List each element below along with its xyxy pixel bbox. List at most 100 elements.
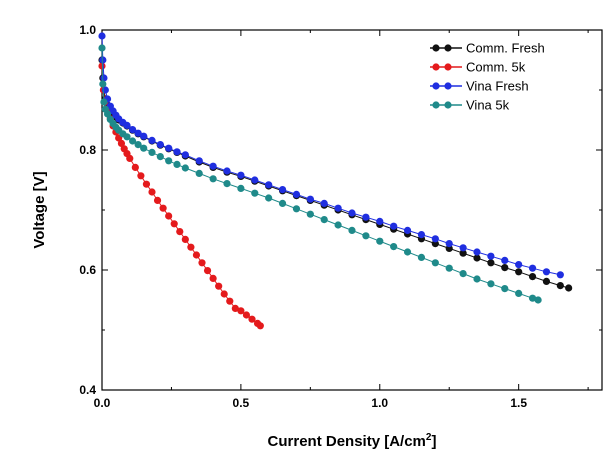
data-point	[195, 157, 203, 165]
data-point	[165, 144, 173, 152]
data-point	[131, 163, 139, 171]
data-point	[403, 248, 412, 256]
x-tick-label: 1.5	[510, 396, 527, 410]
legend-marker	[444, 44, 452, 52]
data-point	[515, 289, 523, 297]
data-point	[173, 148, 181, 156]
data-point	[251, 176, 259, 184]
data-point	[278, 186, 287, 194]
data-point	[515, 268, 523, 276]
data-point	[100, 74, 108, 82]
data-point	[156, 153, 164, 161]
data-point	[487, 280, 495, 288]
data-point	[187, 243, 195, 251]
legend-label: Comm. Fresh	[466, 41, 545, 56]
series-line	[101, 59, 569, 289]
data-point	[501, 264, 509, 272]
data-point	[117, 139, 126, 147]
data-point	[556, 271, 564, 279]
data-point	[165, 157, 173, 165]
data-point	[403, 226, 412, 234]
data-point	[103, 110, 112, 118]
data-point	[148, 136, 156, 144]
data-point	[473, 275, 481, 283]
x-tick-label: 1.0	[371, 396, 388, 410]
data-point	[195, 169, 203, 177]
data-point	[431, 259, 439, 267]
data-point	[487, 259, 495, 267]
data-point	[501, 256, 509, 264]
data-point	[237, 171, 245, 179]
data-point	[148, 148, 156, 156]
data-point	[431, 235, 439, 243]
data-point	[181, 235, 189, 243]
data-point	[265, 194, 273, 202]
data-point	[278, 199, 287, 207]
data-point	[203, 267, 212, 275]
data-point	[334, 221, 342, 229]
data-point	[265, 181, 273, 189]
data-point	[173, 160, 181, 168]
data-point	[128, 126, 137, 134]
data-point	[306, 210, 314, 218]
data-point	[528, 273, 537, 281]
legend-item: Comm. Fresh	[430, 41, 545, 56]
data-point	[165, 212, 173, 220]
data-point	[170, 220, 178, 228]
data-point	[362, 213, 370, 221]
data-point	[215, 282, 223, 290]
legend-item: Vina Fresh	[430, 79, 529, 94]
data-point	[223, 180, 231, 188]
data-point	[473, 248, 481, 256]
data-point	[134, 141, 142, 149]
x-axis-label: Current Density [A/cm2]	[268, 432, 437, 450]
data-point	[140, 144, 148, 152]
data-point	[98, 44, 106, 52]
data-point	[256, 322, 264, 330]
data-point	[542, 277, 551, 285]
series-1	[98, 62, 264, 330]
data-point	[159, 204, 167, 212]
y-axis-label: Voltage [V]	[31, 171, 48, 248]
data-point	[220, 290, 228, 298]
data-point	[501, 285, 509, 293]
data-point	[156, 141, 164, 149]
legend-item: Vina 5k	[430, 98, 510, 113]
data-point	[534, 296, 542, 304]
data-point	[126, 154, 134, 162]
data-point	[459, 270, 467, 278]
data-point	[565, 284, 573, 292]
data-point	[192, 251, 201, 259]
data-point	[320, 199, 328, 207]
data-point	[142, 180, 151, 188]
data-point	[226, 297, 234, 305]
data-point	[487, 252, 495, 260]
data-point	[140, 132, 148, 140]
x-tick-label: 0.0	[94, 396, 111, 410]
data-point	[176, 228, 184, 236]
series-layer	[98, 32, 573, 330]
data-point	[128, 137, 137, 145]
axis-ticks	[101, 29, 602, 391]
data-point	[306, 195, 314, 203]
legend-marker	[432, 82, 440, 90]
legend-label: Comm. 5k	[466, 60, 526, 75]
data-point	[100, 98, 108, 106]
data-point	[237, 184, 245, 192]
legend-label: Vina 5k	[466, 98, 510, 113]
data-point	[348, 226, 356, 234]
data-point	[242, 311, 251, 319]
data-point	[459, 244, 467, 252]
data-point	[209, 274, 217, 282]
data-point	[348, 209, 356, 217]
data-point	[98, 32, 106, 40]
y-tick-label: 0.4	[79, 383, 96, 397]
data-point	[445, 240, 453, 248]
data-point	[181, 151, 189, 159]
legend: Comm. Fresh Comm. 5k Vina Fresh Vina 5k	[430, 41, 545, 113]
data-point	[459, 249, 467, 257]
series-2	[98, 32, 564, 279]
data-point	[417, 231, 426, 239]
data-point	[515, 261, 523, 269]
